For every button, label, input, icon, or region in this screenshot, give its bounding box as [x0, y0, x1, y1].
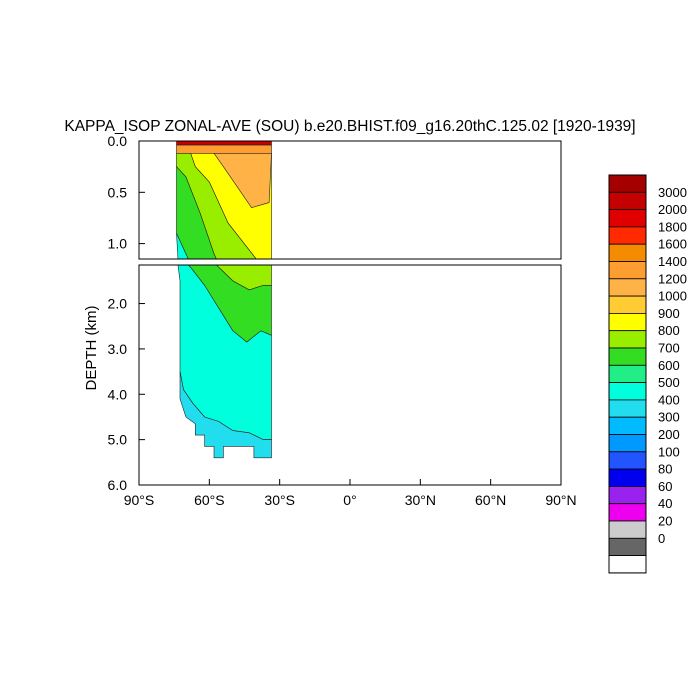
colorbar-box — [608, 226, 647, 245]
upper-panel-frame — [138, 140, 562, 260]
x-axis: 90°S 60°S 30°S 0° 30°N 60°N 90°N — [124, 479, 577, 508]
colorbar-box — [608, 416, 647, 435]
contour-zone-cyan-deep — [179, 371, 272, 459]
y-tick-label: 0.5 — [108, 184, 128, 200]
y-axis-label: DEPTH (km) — [83, 306, 100, 391]
y-axis-lower: 2.0 3.0 4.0 5.0 6.0 — [108, 296, 145, 493]
colorbar-label: 700 — [658, 341, 680, 356]
colorbar-label: 0 — [658, 531, 665, 546]
contour-zone-surface — [176, 141, 272, 146]
x-tick-label: 60°S — [194, 492, 225, 508]
contour-zone-cyan-main — [176, 233, 189, 259]
colorbar: 3000200018001600140012001000900800700600… — [608, 174, 687, 574]
colorbar-label: 20 — [658, 514, 672, 529]
colorbar-label: 100 — [658, 444, 680, 459]
colorbar-label: 1800 — [658, 219, 687, 234]
contour-zone-cyan-deep — [180, 500, 272, 695]
colorbar-box — [608, 278, 647, 297]
colorbar-frame — [608, 174, 647, 574]
y-tick-label: 4.0 — [108, 386, 128, 402]
colorbar-box — [608, 347, 647, 366]
y-tick-label: 3.0 — [108, 341, 128, 357]
colorbar-box — [608, 520, 647, 539]
lower-panel-fill — [177, 265, 272, 459]
colorbar-box — [608, 485, 647, 505]
colorbar-label: 1400 — [658, 254, 687, 269]
y-tick-label: 1.0 — [108, 236, 128, 252]
colorbar-box — [608, 468, 647, 487]
x-tick-label: 0° — [343, 492, 356, 508]
colorbar-label: 3000 — [658, 185, 687, 200]
x-tick-label: 30°S — [264, 492, 295, 508]
colorbar-label: 600 — [658, 358, 680, 373]
y-tick-label: 2.0 — [108, 296, 128, 312]
x-tick-label: 30°N — [405, 492, 436, 508]
colorbar-label: 400 — [658, 392, 680, 407]
colorbar-box — [608, 382, 647, 401]
colorbar-box — [608, 209, 647, 228]
colorbar-box — [608, 191, 647, 211]
colorbar-label: 1600 — [658, 237, 687, 252]
colorbar-box — [608, 243, 647, 262]
colorbar-label: 80 — [658, 462, 672, 477]
colorbar-label: 60 — [658, 479, 672, 494]
colorbar-label: 300 — [658, 410, 680, 425]
colorbar-box — [608, 451, 647, 470]
colorbar-label: 900 — [658, 306, 680, 321]
colorbar-box — [608, 434, 647, 453]
colorbar-box — [608, 295, 647, 314]
contour-zone-green-mid — [176, 165, 217, 259]
colorbar-label: 40 — [658, 496, 672, 511]
colorbar-box — [608, 312, 647, 332]
chart-title: KAPPA_ISOP ZONAL-AVE (SOU) b.e20.BHIST.f… — [64, 118, 635, 135]
colorbar-box — [608, 399, 647, 418]
x-tick-label: 90°S — [124, 492, 155, 508]
colorbar-label: 800 — [658, 323, 680, 338]
colorbar-label: 200 — [658, 427, 680, 442]
colorbar-box — [608, 364, 647, 383]
y-axis-upper: 0.0 0.5 1.0 — [108, 133, 145, 252]
colorbar-label: 1000 — [658, 289, 687, 304]
contour-zone-core-orange — [213, 153, 272, 209]
upper-panel-fill — [176, 141, 272, 695]
colorbar-box — [608, 330, 647, 349]
colorbar-box — [608, 261, 647, 280]
colorbar-label: 500 — [658, 375, 680, 390]
y-tick-label: 5.0 — [108, 432, 128, 448]
contour-zone-upper-orange — [176, 144, 272, 154]
colorbar-label: 2000 — [658, 202, 687, 217]
x-tick-label: 60°N — [475, 492, 506, 508]
colorbar-box — [608, 537, 647, 556]
colorbar-box — [608, 555, 647, 574]
colorbar-label: 1200 — [658, 271, 687, 286]
colorbar-box — [608, 174, 647, 193]
y-tick-label: 6.0 — [108, 477, 128, 493]
y-tick-label: 0.0 — [108, 133, 128, 149]
colorbar-box — [608, 503, 647, 522]
x-tick-label: 90°N — [545, 492, 576, 508]
